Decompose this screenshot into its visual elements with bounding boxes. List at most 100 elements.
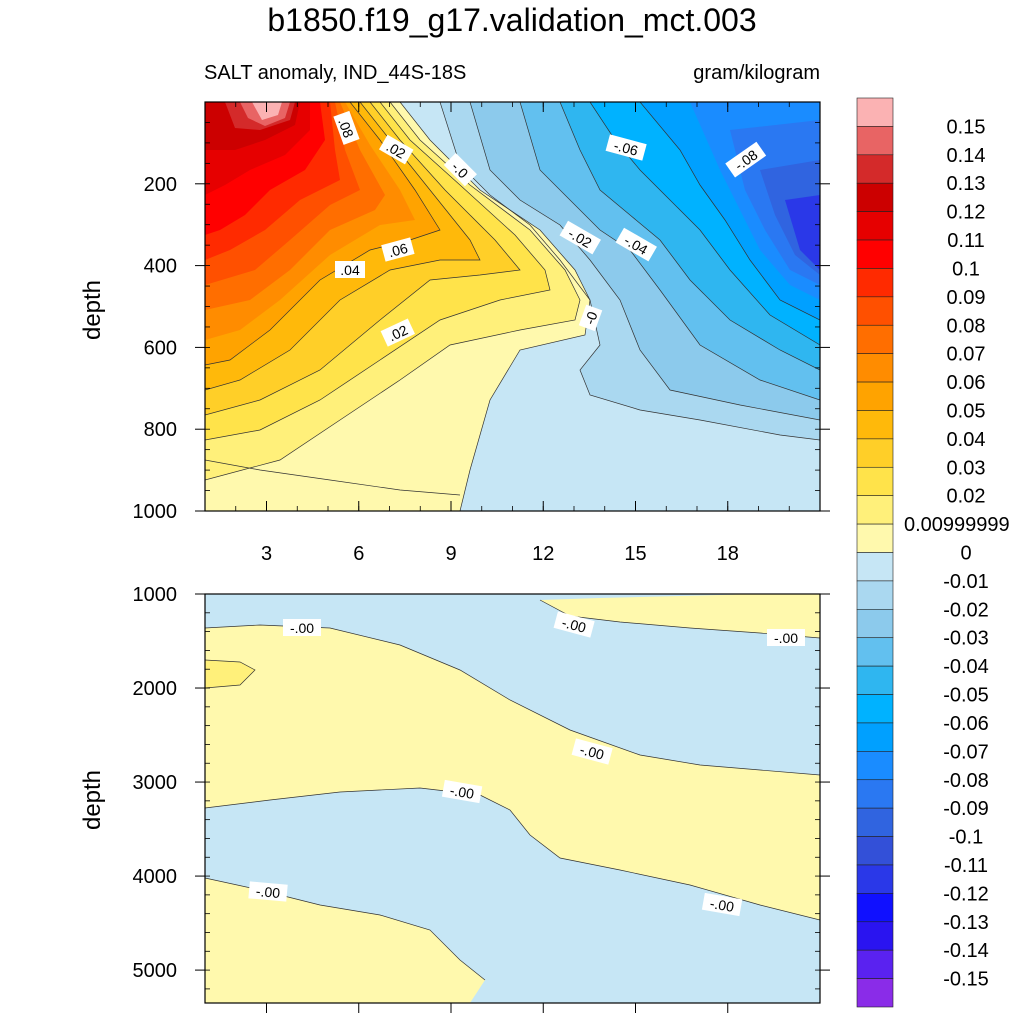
contour-label-text: -.00 [255, 883, 281, 901]
colorbar-label: -0.08 [943, 770, 989, 792]
contour-label-text: .02 [386, 322, 411, 345]
y-tick-label: 1000 [133, 501, 178, 523]
colorbar-swatch [856, 637, 894, 667]
colorbar-label: 0.03 [947, 457, 986, 479]
colorbar-swatch [856, 978, 894, 1008]
axes-layer: 3 6 9 12 15 18 200 400 600 800 1000 1000 2000 3000 400… [79, 102, 830, 1013]
y-tick-label: 2000 [133, 678, 178, 700]
colorbar-swatch [856, 523, 894, 553]
variable-subtitle: SALT anomaly, IND_44S-18S [204, 62, 467, 84]
colorbar-label: -0.07 [943, 741, 989, 763]
chart-title: b1850.f19_g17.validation_mct.003 [267, 2, 757, 38]
contour-label: -.00 [283, 619, 321, 636]
contour-label: -0 [578, 304, 603, 332]
contour-label-text: .04 [340, 262, 360, 278]
colorbar-swatch [856, 552, 894, 582]
colorbar-swatch [856, 609, 894, 639]
colorbar-swatch [856, 239, 894, 269]
contour-label-bg [605, 134, 647, 161]
x-tick-label: 12 [532, 543, 554, 565]
contour-label: -.00 [701, 892, 743, 917]
colorbar-label: 0.07 [947, 344, 986, 366]
bottom-panel-fill [205, 594, 820, 1003]
contour-label: -.00 [248, 881, 288, 902]
colorbar: 0.15 0.14 0.13 0.12 0.11 0.1 0.09 0.08 0.07 0.06 0… [856, 97, 1010, 1008]
contour-label: -.00 [767, 629, 805, 646]
contour-label-text: .08 [335, 116, 357, 140]
colorbar-label: -0.12 [943, 883, 989, 905]
contour-label: -.00 [553, 611, 595, 638]
colorbar-swatch [856, 580, 894, 610]
colorbar-swatch [856, 694, 894, 724]
contour-label: -.00 [441, 779, 483, 804]
colorbar-swatch [856, 893, 894, 923]
colorbar-label: 0.05 [947, 400, 986, 422]
contour-label-bg [441, 779, 483, 804]
colorbar-label: -0.04 [943, 656, 989, 678]
contour-label-text: -.00 [290, 620, 314, 636]
contour-label-bg [767, 629, 805, 646]
units-subtitle: gram/kilogram [693, 62, 820, 84]
colorbar-swatch [856, 466, 894, 496]
contour-label-bg [553, 611, 595, 638]
contour-label-bg [443, 153, 477, 187]
colorbar-label: 0.09 [947, 287, 986, 309]
colorbar-swatch [856, 97, 894, 127]
contour-label-text: -.00 [449, 782, 476, 802]
x-tick-label: 18 [717, 543, 739, 565]
contour-label: -.06 [605, 134, 647, 161]
colorbar-swatch [856, 268, 894, 298]
contour-label-bg [578, 304, 603, 332]
contour-label-bg [380, 318, 415, 347]
colorbar-swatch [856, 495, 894, 525]
contour-label-text: -.00 [578, 741, 606, 763]
colorbar-label: 0.1 [952, 258, 980, 280]
contour-label-text: -.06 [612, 137, 640, 159]
colorbar-label: 0.04 [947, 429, 986, 451]
x-tick-label: 9 [445, 543, 456, 565]
colorbar-label: 0.12 [947, 202, 986, 224]
colorbar-swatch [856, 182, 894, 212]
colorbar-swatch [856, 807, 894, 837]
colorbar-label: 0.06 [947, 372, 986, 394]
colorbar-swatch [856, 211, 894, 241]
colorbar-label: -0.14 [943, 940, 989, 962]
x-tick-label: 6 [353, 543, 364, 565]
colorbar-swatch [856, 296, 894, 326]
colorbar-label: 0.11 [947, 230, 984, 252]
colorbar-label: -0.01 [943, 571, 989, 593]
contour-label-text: -.00 [709, 895, 736, 915]
colorbar-label: -0.05 [943, 685, 989, 707]
contour-label-text: -.00 [774, 630, 798, 646]
colorbar-swatch [856, 381, 894, 411]
colorbar-swatch [856, 665, 894, 695]
colorbar-label: 0.14 [947, 145, 986, 167]
colorbar-swatch [856, 126, 894, 156]
colorbar-label: 0.02 [947, 486, 986, 508]
colorbar-label: -0.02 [943, 599, 989, 621]
colorbar-label: -0.15 [943, 969, 989, 991]
colorbar-swatch [856, 864, 894, 894]
contour-label-text: -0 [581, 309, 600, 326]
contour-label: .06 [381, 237, 415, 262]
contour-label-bg [701, 892, 743, 917]
colorbar-swatch [856, 438, 894, 468]
colorbar-label: 0 [960, 543, 971, 565]
contour-label-text: -.00 [560, 614, 588, 636]
colorbar-label: -0.11 [944, 855, 988, 877]
contour-label-bg [615, 227, 657, 262]
y-tick-label: 400 [144, 256, 177, 278]
x-tick-label: 3 [261, 543, 272, 565]
contour-label: .02 [380, 318, 415, 347]
colorbar-swatch [856, 722, 894, 752]
colorbar-swatch [856, 836, 894, 866]
colorbar-label: -0.09 [943, 798, 989, 820]
colorbar-label: 0.13 [947, 173, 986, 195]
top-panel-contours [205, 102, 820, 511]
colorbar-label: -0.03 [943, 628, 989, 650]
colorbar-label: -0.13 [943, 912, 989, 934]
contour-label: .08 [333, 110, 360, 145]
contour-label-bg [333, 110, 360, 145]
top-panel-fill [205, 102, 820, 511]
